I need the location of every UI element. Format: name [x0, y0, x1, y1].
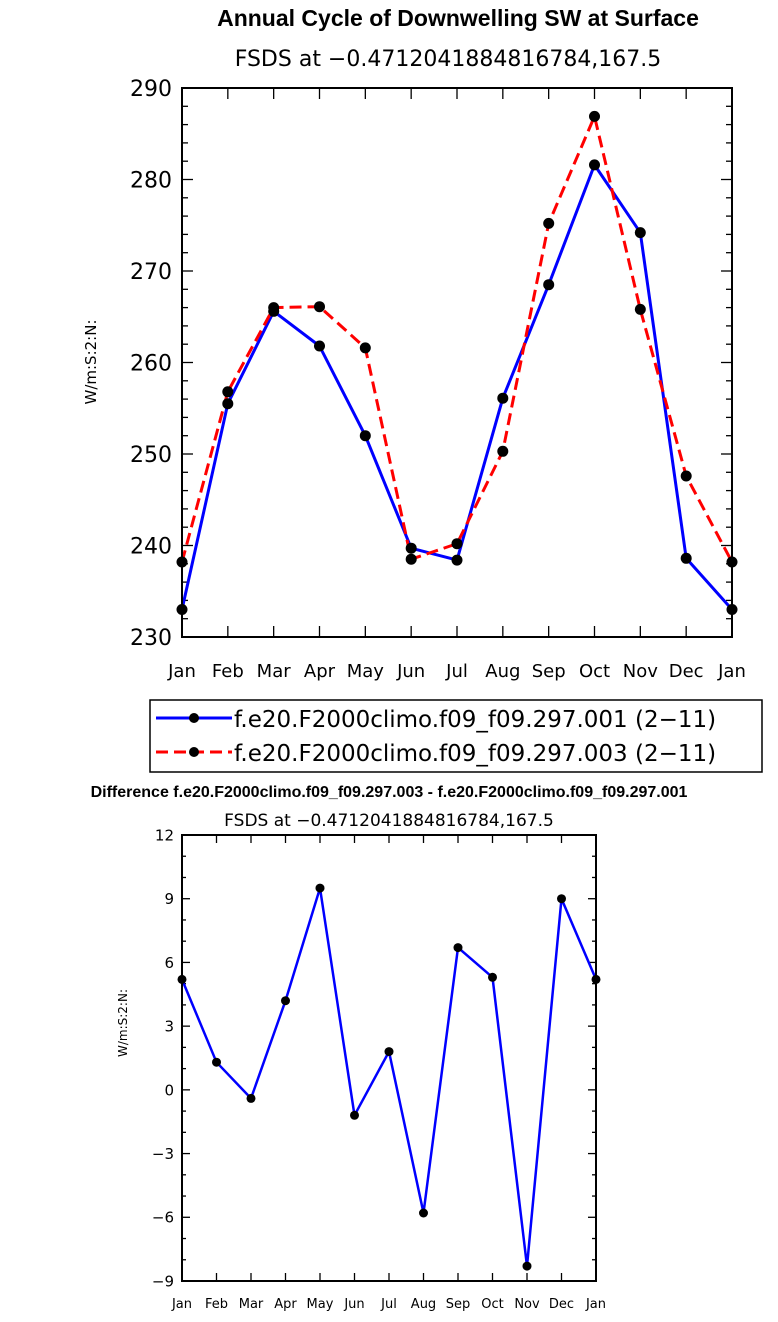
series-1-point	[497, 392, 509, 404]
bottom-plot-frame	[181, 834, 597, 1282]
x-tick-label: Dec	[669, 661, 704, 682]
legend-marker-series-2	[189, 747, 199, 757]
series-2-point	[222, 386, 234, 398]
series-1-point	[315, 883, 325, 893]
x-tick-label: Jan	[167, 661, 196, 682]
y-tick-label: −9	[152, 1272, 174, 1290]
x-tick-label: Aug	[485, 661, 520, 682]
y-tick-label: 280	[130, 168, 172, 193]
x-tick-label: Dec	[549, 1297, 574, 1312]
series-2-point	[405, 553, 417, 565]
bottom-chart-ylabel: W/m:S:2:N:	[116, 989, 130, 1057]
x-tick-label: Jan	[717, 661, 746, 682]
series-2-point	[451, 538, 463, 550]
series-1-point	[589, 159, 600, 171]
bottom-plot-area: −9 −6 −3 0 3 6 9 12 Jan Feb Mar Apr May Jun Jul Aug Sep O…	[152, 826, 606, 1312]
top-chart-ylabel: W/m:S:2:N:	[82, 320, 100, 405]
y-tick-label: 230	[130, 626, 172, 651]
x-tick-label: Apr	[304, 661, 336, 682]
y-tick-label: 9	[164, 890, 174, 908]
legend-label-series-1: f.e20.F2000climo.f09_f09.297.001 (2−11)	[234, 707, 716, 733]
y-tick-label: 270	[130, 260, 172, 285]
bottom-chart-title: Difference f.e20.F2000climo.f09_f09.297.…	[91, 784, 688, 801]
series-line-1	[180, 886, 598, 1268]
y-tick-label: 6	[164, 954, 174, 972]
x-tick-label: Feb	[212, 661, 244, 682]
series-1-point	[246, 1093, 256, 1103]
y-tick-label: 240	[130, 534, 172, 559]
y-tick-label: 3	[164, 1018, 174, 1036]
series-1-point	[212, 1057, 221, 1067]
series-1-point	[419, 1208, 428, 1218]
series-2-point	[634, 303, 646, 315]
x-tick-label: Apr	[274, 1297, 297, 1312]
x-tick-label: Nov	[514, 1297, 540, 1312]
series-1-point	[680, 552, 692, 564]
series-2-point	[359, 342, 371, 354]
x-tick-label: Aug	[411, 1297, 436, 1312]
x-tick-label: Sep	[446, 1297, 471, 1312]
y-tick-label: 260	[130, 351, 172, 376]
series-1-point	[405, 542, 417, 554]
y-tick-label: 290	[130, 77, 172, 102]
x-tick-label: Oct	[579, 661, 610, 682]
series-2-point	[680, 470, 692, 482]
series-1-point	[543, 279, 555, 291]
series-1-point	[384, 1047, 394, 1057]
x-tick-label: Sep	[532, 661, 566, 682]
y-tick-label: −3	[152, 1145, 174, 1163]
series-1-point	[222, 398, 234, 410]
x-tick-label: Nov	[623, 661, 658, 682]
x-tick-label: Jul	[380, 1297, 397, 1312]
x-tick-label: Feb	[205, 1297, 228, 1312]
bottom-chart-subtitle: FSDS at −0.4712041884816784,167.5	[224, 811, 554, 831]
x-tick-label: Jul	[445, 661, 468, 682]
series-line-2	[180, 114, 734, 563]
top-chart-title: Annual Cycle of Downwelling SW at Surfac…	[217, 5, 699, 31]
series-2-point	[543, 217, 555, 229]
x-tick-label: Jun	[343, 1297, 364, 1312]
x-tick-label: Jun	[396, 661, 425, 682]
x-tick-label: Oct	[481, 1297, 503, 1312]
series-1-point	[281, 996, 290, 1006]
series-1-point	[314, 340, 325, 352]
x-tick-label: Jan	[585, 1297, 606, 1312]
series-2-point	[268, 302, 280, 314]
x-tick-label: May	[307, 1297, 334, 1312]
x-tick-label: Jan	[171, 1297, 192, 1312]
series-1-point	[634, 227, 646, 239]
series-1-point	[522, 1261, 532, 1271]
series-1-point	[451, 554, 463, 566]
x-tick-label: Mar	[257, 661, 292, 682]
series-2-point	[497, 445, 509, 457]
x-tick-label: Mar	[239, 1297, 264, 1312]
top-plot-area: 230 240 250 260 270 280 290 Jan Feb Mar Apr May Jun J…	[130, 77, 746, 682]
series-1-point	[488, 972, 497, 982]
legend: f.e20.F2000climo.f09_f09.297.001 (2−11) …	[149, 699, 763, 773]
legend-label-series-2: f.e20.F2000climo.f09_f09.297.003 (2−11)	[234, 741, 716, 767]
top-plot-frame	[181, 87, 733, 638]
series-2-point	[314, 301, 325, 313]
y-tick-label: 250	[130, 443, 172, 468]
legend-marker-series-1	[189, 713, 199, 723]
x-tick-label: May	[347, 661, 385, 682]
series-1-point	[350, 1110, 359, 1120]
y-tick-label: 0	[164, 1081, 174, 1099]
legend-box	[149, 699, 763, 773]
series-1-point	[453, 943, 463, 953]
series-2-point	[589, 110, 600, 122]
top-chart-subtitle: FSDS at −0.4712041884816784,167.5	[235, 47, 662, 72]
y-tick-label: −6	[152, 1209, 174, 1227]
series-1-point	[359, 430, 371, 442]
y-tick-label: 12	[155, 826, 174, 844]
series-1-point	[557, 894, 566, 904]
